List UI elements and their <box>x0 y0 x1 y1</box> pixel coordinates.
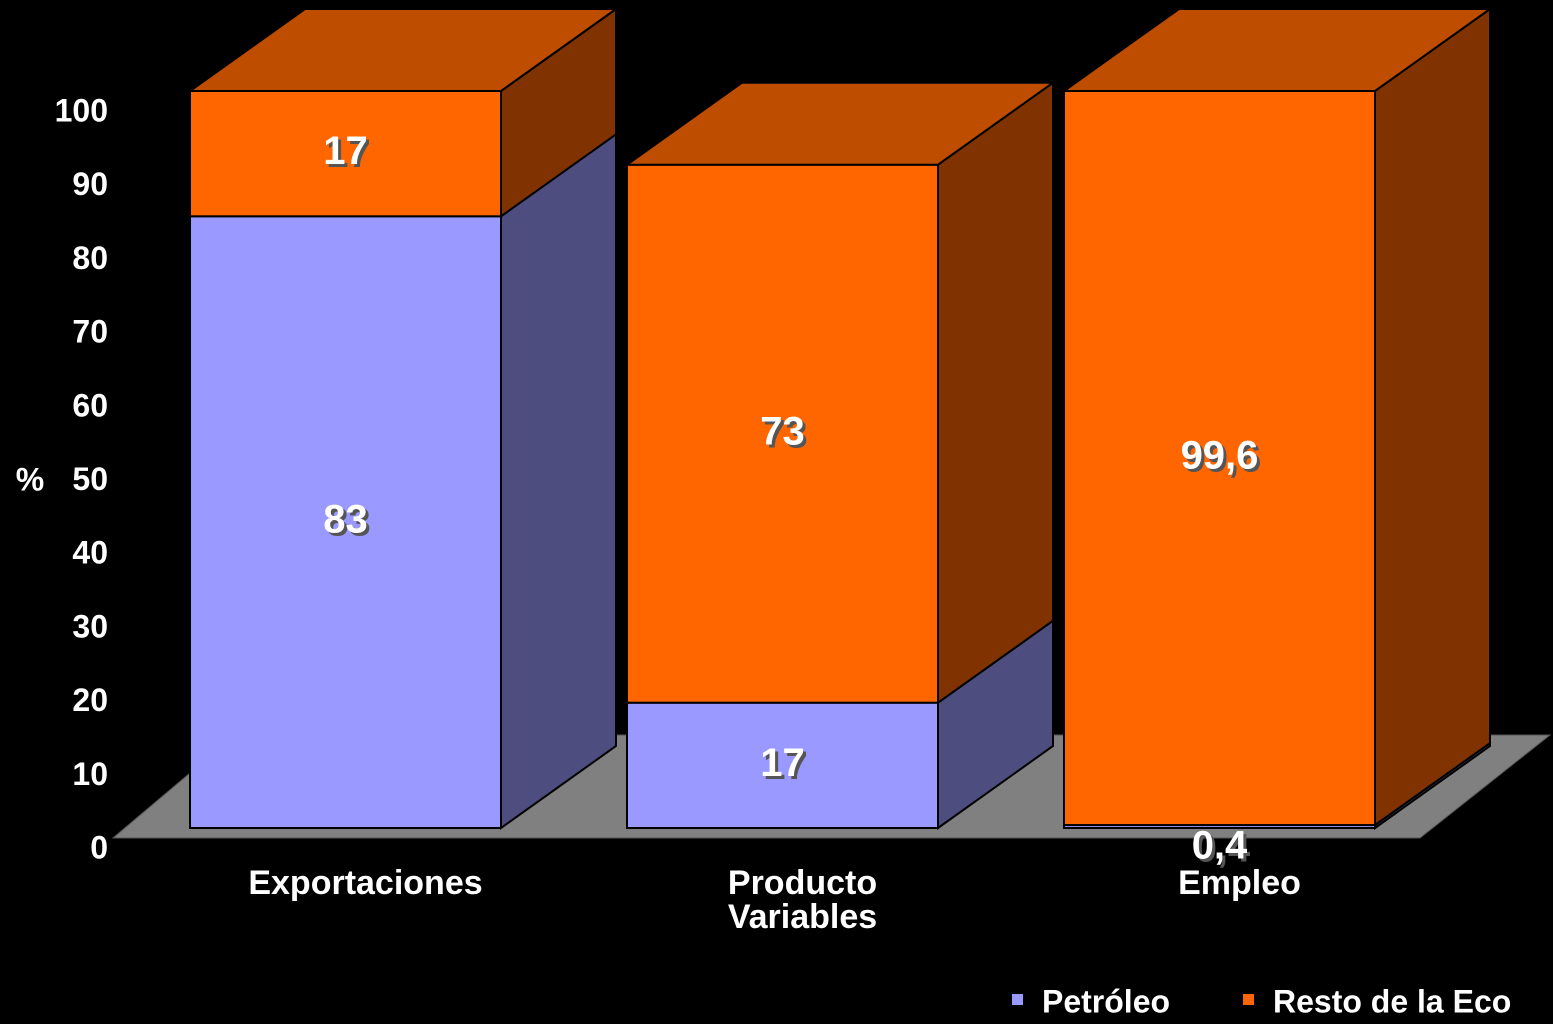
y-tick-label: 100 <box>55 92 108 128</box>
y-tick-label: 60 <box>72 387 108 423</box>
x-tick-label: Producto Variables <box>727 864 878 936</box>
bar-side <box>500 132 617 830</box>
value-label: 0,4 <box>1192 824 1248 868</box>
y-tick-label: 10 <box>72 756 108 792</box>
bar-segment <box>1063 90 1376 827</box>
bar-top <box>1060 8 1494 92</box>
bar-side <box>937 80 1054 705</box>
value-label-shadow: 99,6 <box>1184 437 1262 481</box>
legend-swatch <box>1012 994 1023 1005</box>
y-tick-label: 70 <box>72 314 108 350</box>
bar-segment <box>626 163 939 704</box>
value-label: 73 <box>760 409 805 453</box>
y-tick-label: 80 <box>72 240 108 276</box>
value-label-shadow: 83 <box>326 501 371 545</box>
y-tick-label: 30 <box>72 608 108 644</box>
y-axis-label: % <box>16 461 44 497</box>
value-label: 17 <box>760 741 805 785</box>
value-label-shadow: 73 <box>763 412 808 456</box>
bar-segment <box>189 215 502 830</box>
bar-top <box>186 8 620 92</box>
y-tick-label: 0 <box>90 829 108 865</box>
value-label-shadow: 17 <box>326 132 371 176</box>
bar-segment <box>189 90 502 218</box>
value-label-shadow: 0,4 <box>1195 827 1251 871</box>
x-tick-label: Exportaciones <box>248 864 483 902</box>
legend-label: Petróleo <box>1042 983 1170 1019</box>
legend-swatch <box>1243 994 1254 1005</box>
y-tick-label: 20 <box>72 682 108 718</box>
bar-side <box>1374 7 1491 827</box>
y-tick-label: 90 <box>72 166 108 202</box>
y-tick-label: 50 <box>72 461 108 497</box>
y-tick-label: 40 <box>72 535 108 571</box>
value-label: 17 <box>323 129 368 173</box>
legend-label: Resto de la Eco <box>1273 983 1511 1019</box>
value-label: 99,6 <box>1181 434 1259 478</box>
value-label: 83 <box>323 498 368 542</box>
bar-segment <box>626 701 939 830</box>
value-label-shadow: 17 <box>763 744 808 788</box>
bar-top <box>623 81 1057 166</box>
x-tick-label: Empleo <box>1178 864 1301 902</box>
